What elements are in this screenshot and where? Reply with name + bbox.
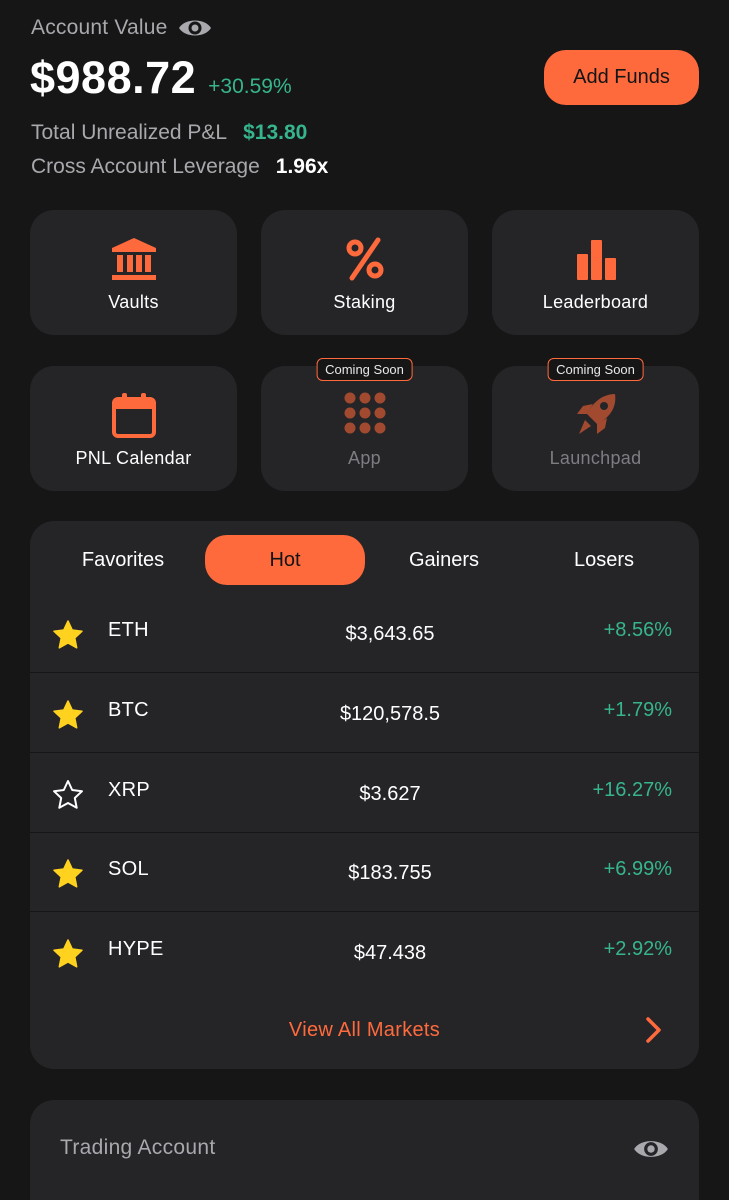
market-row[interactable]: ETH $3,643.65 +8.56% xyxy=(30,593,699,673)
market-symbol: XRP xyxy=(108,779,151,801)
view-all-markets-link[interactable]: View All Markets xyxy=(288,1019,441,1041)
eye-icon[interactable] xyxy=(177,16,213,40)
market-change: +8.56% xyxy=(603,619,672,641)
tab-favorites[interactable]: Favorites xyxy=(81,548,165,571)
tile-app[interactable]: Coming Soon App xyxy=(261,358,468,491)
eye-icon[interactable] xyxy=(632,1136,670,1162)
balance-amount: $988.72 xyxy=(30,52,197,103)
balance-change: +30.59% xyxy=(208,75,292,98)
market-change: +6.99% xyxy=(603,858,672,880)
tab-losers[interactable]: Losers xyxy=(573,548,635,571)
cross-leverage-label: Cross Account Leverage xyxy=(31,155,260,178)
market-price: $120,578.5 xyxy=(339,703,441,725)
unrealized-pnl-label: Total Unrealized P&L xyxy=(31,121,228,144)
trading-account-label: Trading Account xyxy=(60,1136,216,1159)
row-divider xyxy=(30,751,699,753)
row-divider xyxy=(30,831,699,833)
trading-account-card: Trading Account xyxy=(30,1100,699,1200)
account-value-header: Account Value xyxy=(31,16,213,40)
star-filled-icon[interactable] xyxy=(52,619,84,651)
market-row[interactable]: HYPE $47.438 +2.92% xyxy=(30,912,699,992)
coming-soon-badge: Coming Soon xyxy=(316,358,413,381)
tile-label: Leaderboard xyxy=(542,292,649,312)
cross-leverage-value: 1.96x xyxy=(275,155,329,178)
tab-hot[interactable]: Hot xyxy=(205,535,365,585)
coming-soon-badge: Coming Soon xyxy=(547,358,644,381)
balance-display: $988.72 +30.59% xyxy=(30,52,292,104)
bar-chart-icon xyxy=(576,240,616,280)
market-row[interactable]: SOL $183.755 +6.99% xyxy=(30,832,699,912)
market-symbol: BTC xyxy=(108,699,149,721)
star-outline-icon[interactable] xyxy=(52,779,84,811)
markets-card: Favorites Hot Gainers Losers ETH $3,643.… xyxy=(30,521,699,1069)
percent-icon xyxy=(346,237,383,281)
star-filled-icon[interactable] xyxy=(52,858,84,890)
tile-label: Staking xyxy=(333,292,396,312)
market-row[interactable]: XRP $3.627 +16.27% xyxy=(30,753,699,833)
market-change: +2.92% xyxy=(603,938,672,960)
market-price: $3,643.65 xyxy=(345,623,435,645)
tile-label: PNL Calendar xyxy=(75,448,192,468)
tile-label: Vaults xyxy=(108,292,159,312)
market-symbol: ETH xyxy=(108,619,149,641)
bank-icon xyxy=(111,238,156,280)
unrealized-pnl-value: $13.80 xyxy=(243,121,308,144)
tile-leaderboard[interactable]: Leaderboard xyxy=(492,210,699,335)
market-symbol: HYPE xyxy=(108,938,164,960)
market-symbol: SOL xyxy=(108,858,149,880)
chevron-right-icon[interactable] xyxy=(643,1015,665,1045)
market-change: +1.79% xyxy=(603,699,672,721)
view-all-markets[interactable]: View All Markets xyxy=(30,1011,699,1051)
rocket-icon xyxy=(576,394,615,434)
cross-leverage: Cross Account Leverage 1.96x xyxy=(31,155,328,179)
tile-label: Launchpad xyxy=(549,448,642,468)
market-price: $47.438 xyxy=(353,942,427,964)
market-price: $183.755 xyxy=(348,862,432,884)
row-divider xyxy=(30,671,699,673)
star-filled-icon[interactable] xyxy=(52,699,84,731)
unrealized-pnl: Total Unrealized P&L $13.80 xyxy=(31,121,307,145)
account-value-label: Account Value xyxy=(31,16,168,39)
tile-vaults[interactable]: Vaults xyxy=(30,210,237,335)
market-row[interactable]: BTC $120,578.5 +1.79% xyxy=(30,673,699,753)
market-price: $3.627 xyxy=(359,783,421,805)
tile-pnl-calendar[interactable]: PNL Calendar xyxy=(30,366,237,491)
tile-staking[interactable]: Staking xyxy=(261,210,468,335)
calendar-icon xyxy=(111,393,156,438)
add-funds-button[interactable]: Add Funds xyxy=(544,50,699,105)
market-change: +16.27% xyxy=(592,779,672,801)
tile-label: App xyxy=(348,448,381,468)
row-divider xyxy=(30,910,699,912)
star-filled-icon[interactable] xyxy=(52,938,84,970)
tab-gainers[interactable]: Gainers xyxy=(408,548,480,571)
market-tabs: Favorites Hot Gainers Losers xyxy=(30,535,699,587)
grid-dots-icon xyxy=(344,392,385,434)
tile-launchpad[interactable]: Coming Soon Launchpad xyxy=(492,358,699,491)
